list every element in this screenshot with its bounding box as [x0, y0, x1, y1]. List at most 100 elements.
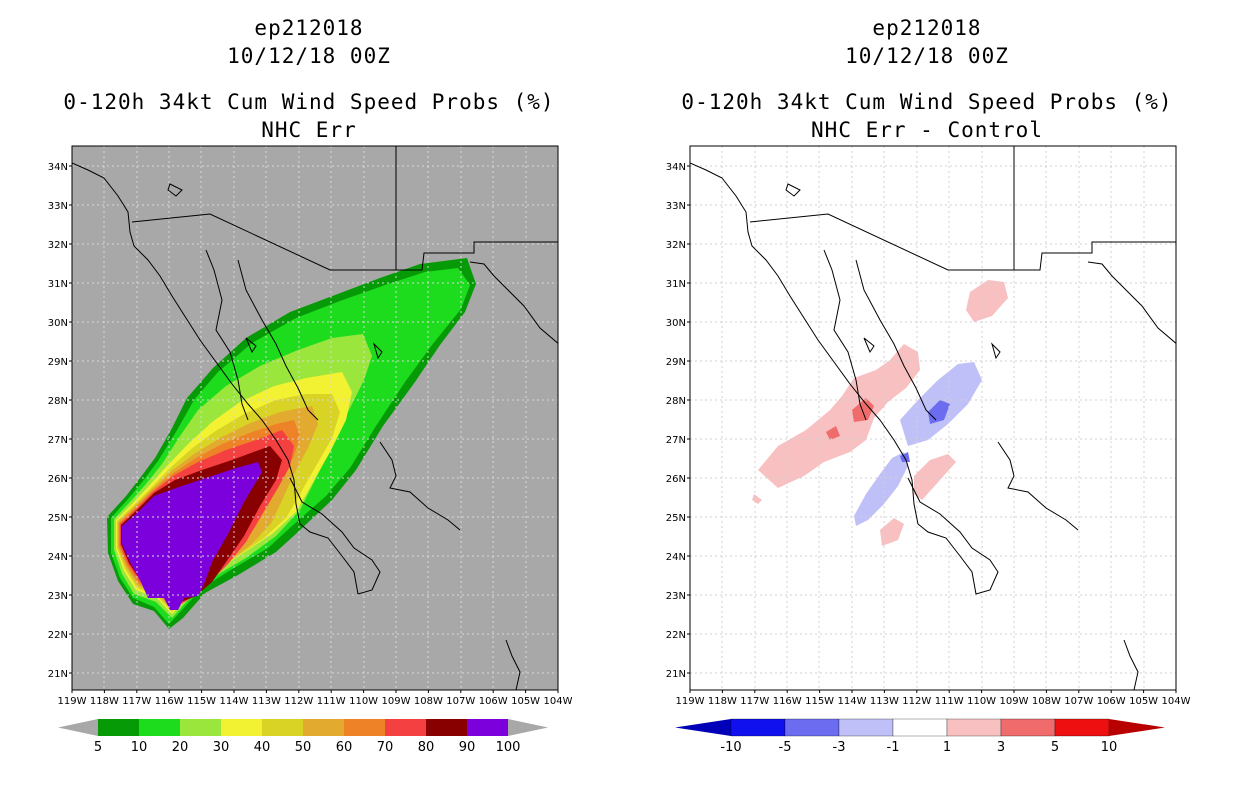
lon-tick-label: 117W	[740, 696, 769, 707]
colorbar-swatch	[467, 719, 508, 736]
colorbar-label: 90	[459, 740, 476, 755]
lat-tick-label: 23N	[48, 591, 68, 602]
colorbar-label: 5	[94, 740, 102, 755]
colorbar-label: 3	[997, 740, 1005, 755]
colorbar-swatch	[221, 719, 262, 736]
colorbar-swatch	[139, 719, 180, 736]
lat-tick-label: 26N	[666, 474, 686, 485]
lat-tick-label: 32N	[48, 240, 68, 251]
lon-tick-label: 116W	[155, 696, 184, 707]
lon-tick-label: 111W	[317, 696, 346, 707]
lat-tick-label: 32N	[666, 240, 686, 251]
lat-tick-label: 25N	[48, 513, 68, 524]
colorbar-label: 80	[418, 740, 435, 755]
contour-90	[122, 462, 262, 610]
right-panel: ep212018 10/12/18 00Z 0-120h 34kt Cum Wi…	[618, 0, 1236, 800]
lat-tick-label: 31N	[666, 279, 686, 290]
lon-tick-label: 110W	[349, 696, 378, 707]
colorbar-label: 50	[295, 740, 312, 755]
colorbar-swatch	[180, 719, 221, 736]
lon-tick-label: 106W	[1097, 696, 1126, 707]
product-subtitle: NHC Err	[261, 118, 357, 142]
lon-tick-label: 111W	[935, 696, 964, 707]
lat-axis: 34N 33N 32N 31N 30N 29N 28N 27N 26N 25N 24N 23N 22N 2…	[666, 162, 690, 680]
lon-tick-label: 118W	[90, 696, 119, 707]
storm-id: ep212018	[872, 16, 982, 40]
lat-tick-label: 27N	[666, 435, 686, 446]
lat-tick-label: 30N	[666, 318, 686, 329]
colorbar-swatch	[426, 719, 467, 736]
colorbar: 5 10 20 30 40 50 60 70 80 90 100	[58, 719, 548, 755]
colorbar-label: 30	[213, 740, 230, 755]
colorbar-swatch	[385, 719, 426, 736]
lon-tick-label: 107W	[446, 696, 475, 707]
lon-tick-label: 114W	[220, 696, 249, 707]
lat-tick-label: 26N	[48, 474, 68, 485]
lat-tick-label: 22N	[666, 630, 686, 641]
colorbar-swatch	[344, 719, 385, 736]
colorbar-label: -3	[833, 740, 846, 755]
lat-tick-label: 22N	[48, 630, 68, 641]
colorbar-label: 10	[131, 740, 148, 755]
lat-tick-label: 30N	[48, 318, 68, 329]
lon-tick-label: 115W	[187, 696, 216, 707]
pos-1-3	[758, 344, 920, 488]
lat-tick-label: 29N	[666, 357, 686, 368]
neg-1-3	[854, 452, 908, 526]
lat-tick-label: 33N	[48, 201, 68, 212]
colorbar-label: 40	[254, 740, 271, 755]
coastlines	[72, 146, 558, 690]
lat-tick-label: 31N	[48, 279, 68, 290]
colorbar-swatch	[730, 718, 786, 737]
forecast-date: 10/12/18 00Z	[227, 44, 391, 68]
lat-tick-label: 34N	[48, 162, 68, 173]
lat-tick-label: 34N	[666, 162, 686, 173]
pos-1-3	[880, 518, 904, 546]
colorbar-swatch	[303, 719, 344, 736]
colorbar-label: -1	[887, 740, 900, 755]
lon-tick-label: 110W	[967, 696, 996, 707]
colorbar-label: 100	[496, 740, 521, 755]
lat-tick-label: 33N	[666, 201, 686, 212]
lon-tick-label: 104W	[1162, 696, 1191, 707]
colorbar-label: -10	[720, 740, 741, 755]
left-panel: ep212018 10/12/18 00Z 0-120h 34kt Cum Wi…	[48, 16, 573, 755]
lat-tick-label: 29N	[48, 357, 68, 368]
product-title: 0-120h 34kt Cum Wind Speed Probs (%)	[63, 90, 555, 114]
lon-tick-label: 116W	[773, 696, 802, 707]
storm-id: ep212018	[254, 16, 364, 40]
lat-tick-label: 25N	[666, 513, 686, 524]
colorbar-label: 5	[1051, 740, 1059, 755]
product-subtitle: NHC Err - Control	[811, 118, 1043, 142]
colorbar-swatch	[946, 718, 1002, 737]
colorbar-swatch	[1000, 718, 1056, 737]
map-figure: 34N 33N 32N 31N 30N 29N 28N 27N 26N 25N 24N 23N 22N 2…	[48, 145, 573, 755]
colorbar-swatch	[838, 718, 894, 737]
lat-tick-label: 21N	[48, 669, 68, 680]
pos-1-3	[914, 454, 956, 500]
pos-3-5	[852, 398, 874, 422]
lon-axis: 119W 118W 117W 116W 115W 114W 113W 112W 111W 110W…	[676, 690, 1191, 707]
lon-tick-label: 108W	[414, 696, 443, 707]
lon-tick-label: 105W	[511, 696, 540, 707]
colorbar-label: 60	[336, 740, 353, 755]
lon-tick-label: 113W	[252, 696, 281, 707]
forecast-date: 10/12/18 00Z	[845, 44, 1009, 68]
colorbar-swatch	[784, 718, 840, 737]
coastlines	[690, 146, 1176, 690]
colorbar-label: -5	[779, 740, 792, 755]
lon-tick-label: 109W	[382, 696, 411, 707]
colorbar-under-triangle	[675, 719, 731, 736]
colorbar-label: 70	[377, 740, 394, 755]
grid-lines	[690, 146, 1176, 690]
lon-tick-label: 109W	[1000, 696, 1029, 707]
product-title: 0-120h 34kt Cum Wind Speed Probs (%)	[681, 90, 1173, 114]
lat-tick-label: 28N	[48, 396, 68, 407]
colorbar-swatch	[262, 719, 303, 736]
lon-tick-label: 108W	[1032, 696, 1061, 707]
difference-contours	[752, 280, 1008, 546]
map-frame	[689, 145, 1177, 691]
map-figure: 34N 33N 32N 31N 30N 29N 28N 27N 26N 25N 24N 23N 22N 2…	[666, 145, 1191, 755]
lon-tick-label: 119W	[58, 696, 87, 707]
lon-tick-label: 105W	[1129, 696, 1158, 707]
